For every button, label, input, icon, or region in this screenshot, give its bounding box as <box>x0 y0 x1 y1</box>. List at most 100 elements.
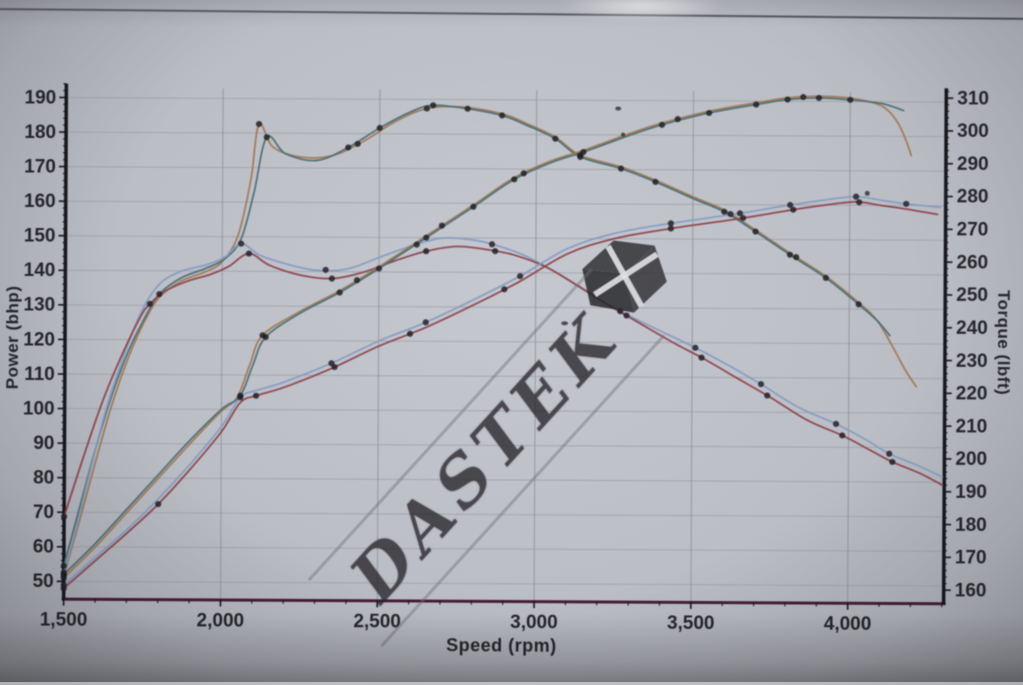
data-dot-torque-run-low-blue <box>692 345 698 351</box>
torque-tick-label: 250 <box>956 285 988 306</box>
data-dot-power-run-low-red <box>331 364 337 370</box>
torque-tick-label: 170 <box>955 547 987 568</box>
data-dot-torque-run-high-teal <box>721 209 727 215</box>
torque-tick-label: 310 <box>957 88 989 109</box>
data-dot-power-run-high-orange <box>675 116 681 122</box>
data-dot-power-run-high-teal <box>659 122 665 128</box>
data-dot-torque-run-high-teal <box>430 102 436 108</box>
photo-speck <box>865 191 870 196</box>
data-dot-torque-run-low-red <box>698 355 704 361</box>
power-tick-label: 140 <box>24 260 56 281</box>
data-dot-torque-run-low-red <box>329 275 335 281</box>
data-dot-torque-run-high-teal <box>752 228 758 234</box>
data-dot-torque-run-high-orange <box>793 254 799 260</box>
data-dot-power-run-high-teal <box>61 571 67 577</box>
power-tick-label: 180 <box>24 122 56 143</box>
data-dot-torque-run-low-red <box>147 301 153 307</box>
data-dot-torque-run-low-blue <box>323 267 329 273</box>
data-dot-power-run-low-blue <box>853 194 859 200</box>
data-dot-power-run-low-red <box>253 393 259 399</box>
left-axis-title: Power (bhp) <box>3 285 24 389</box>
data-dot-torque-run-high-teal <box>61 563 67 569</box>
speed-tick-label: 3,000 <box>510 612 558 633</box>
photo-speck <box>615 107 621 111</box>
torque-tick-label: 230 <box>956 351 988 372</box>
data-dot-torque-run-low-red <box>839 432 845 438</box>
data-dot-power-run-low-red <box>501 286 507 292</box>
right-axis-title: Torque (lbft) <box>993 290 1014 395</box>
power-tick-label: 60 <box>33 537 54 558</box>
torque-tick-label: 300 <box>957 121 989 142</box>
data-dot-power-run-high-teal <box>784 96 790 102</box>
data-dot-power-run-low-red <box>856 199 862 205</box>
data-dot-power-run-high-teal <box>376 265 382 271</box>
torque-tick-label: 190 <box>955 482 987 503</box>
axes <box>62 84 949 605</box>
power-tick-label: 80 <box>33 468 54 489</box>
photo-speck <box>621 133 625 137</box>
data-dot-torque-run-high-teal <box>823 275 829 281</box>
data-dot-power-run-low-blue <box>517 273 523 279</box>
torque-tick-label: 270 <box>957 219 989 240</box>
data-dot-power-run-high-teal <box>337 289 343 295</box>
power-tick-label: 110 <box>24 364 55 385</box>
data-dot-power-run-high-teal <box>753 101 759 107</box>
data-dot-power-run-high-orange <box>521 170 527 176</box>
data-dot-power-run-high-teal <box>423 235 429 241</box>
torque-tick-label: 180 <box>955 515 987 536</box>
data-dot-power-run-high-teal <box>580 149 586 155</box>
power-tick-label: 190 <box>25 87 57 108</box>
power-tick-label: 50 <box>33 571 54 592</box>
torque-tick-label: 200 <box>955 449 987 470</box>
data-dot-torque-run-high-teal <box>465 106 471 112</box>
data-dot-torque-run-high-teal <box>264 134 270 140</box>
data-dot-power-run-high-orange <box>800 94 806 100</box>
data-dot-torque-run-low-blue <box>833 421 839 427</box>
power-tick-label: 100 <box>23 398 55 419</box>
data-dot-torque-run-high-teal <box>345 144 351 150</box>
speed-tick-label: 4,000 <box>824 614 872 635</box>
torque-tick-label: 240 <box>956 318 988 339</box>
data-dot-power-run-high-teal <box>470 204 476 210</box>
data-dot-power-run-high-teal <box>706 110 712 116</box>
data-dot-torque-run-low-red <box>764 392 770 398</box>
data-dot-torque-run-low-red <box>889 459 895 465</box>
data-dot-power-run-low-red <box>668 225 674 231</box>
data-dot-torque-run-high-teal <box>618 165 624 171</box>
data-dot-torque-run-high-teal <box>377 125 383 131</box>
data-dot-torque-run-low-blue <box>758 381 764 387</box>
data-dot-torque-run-high-orange <box>424 105 430 111</box>
data-dot-torque-run-low-red <box>492 248 498 254</box>
data-dot-power-run-high-teal <box>816 95 822 101</box>
data-dot-power-run-high-orange <box>354 277 360 283</box>
data-dot-power-run-high-teal <box>847 97 853 103</box>
data-dot-torque-run-low-red <box>61 514 67 520</box>
data-dot-torque-run-high-teal <box>552 136 558 142</box>
axis-tick-labels: 5060708090100110120130140150160170180190… <box>22 83 989 635</box>
data-dot-torque-run-high-teal <box>499 112 505 118</box>
data-dot-torque-run-high-orange <box>355 141 361 147</box>
data-dot-power-run-low-blue <box>423 319 429 325</box>
data-dot-power-run-low-red <box>407 331 413 337</box>
data-dot-power-run-high-teal <box>263 334 269 340</box>
gridlines <box>64 88 947 604</box>
power-tick-label: 90 <box>33 433 54 454</box>
axis-ticks <box>57 84 954 611</box>
speed-tick-label: 1,500 <box>40 610 88 631</box>
power-tick-label: 70 <box>33 502 54 523</box>
data-dot-power-run-low-red <box>61 585 67 591</box>
torque-tick-label: 290 <box>957 154 989 175</box>
data-dot-power-run-low-blue <box>237 394 243 400</box>
data-dot-torque-run-high-teal <box>156 291 162 297</box>
data-dot-power-run-low-blue <box>903 201 909 207</box>
speed-tick-label: 3,500 <box>667 613 715 634</box>
data-dot-torque-run-low-blue <box>238 241 244 247</box>
speed-tick-label: 2,000 <box>197 610 245 631</box>
power-tick-label: 120 <box>23 329 55 350</box>
data-dot-torque-run-low-red <box>246 250 252 256</box>
data-dot-torque-run-low-blue <box>414 241 420 247</box>
power-tick-label: 150 <box>24 226 56 247</box>
